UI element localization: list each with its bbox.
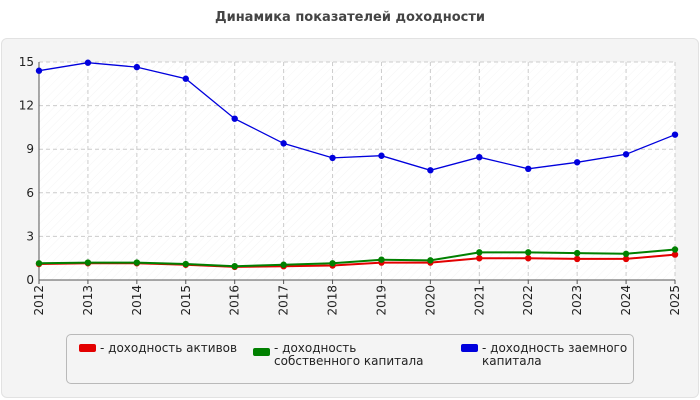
- y-tick-label: 9: [26, 142, 34, 156]
- x-tick-label: 2015: [179, 285, 193, 316]
- series-borrowed-point: [182, 75, 189, 82]
- series-equity-line: [38, 248, 676, 268]
- x-tick-label: 2025: [668, 285, 682, 316]
- series-assets-point: [671, 251, 679, 258]
- y-tick-label: 15: [19, 55, 34, 69]
- series-equity-point: [378, 256, 385, 263]
- x-tick-label: 2018: [326, 285, 340, 316]
- x-tick-label: 2014: [130, 285, 144, 316]
- plot-hatch: [39, 62, 675, 280]
- axes: [38, 62, 676, 284]
- x-tick-label: 2021: [472, 285, 486, 316]
- legend-label-equity: - доходность собственного капитала: [274, 341, 424, 368]
- y-tick-label: 0: [26, 273, 34, 287]
- series-assets-point: [622, 255, 630, 263]
- series-borrowed-point: [427, 167, 434, 174]
- chart-title: Динамика показателей доходности: [215, 10, 485, 25]
- series-equity-point: [622, 250, 630, 258]
- tick-labels: 0 3 6 9 12 15 2012 2013 2014 2015 2016 2017 2018 2019…: [19, 55, 682, 316]
- series-equity-point: [182, 260, 189, 268]
- x-tick-label: 2016: [228, 285, 242, 316]
- y-tick-label: 3: [26, 229, 34, 243]
- series-borrowed-line: [38, 62, 676, 171]
- x-tick-label: 2017: [277, 285, 291, 316]
- series-borrowed-point: [378, 152, 385, 159]
- series-equity-point: [133, 259, 141, 266]
- series-assets-point: [573, 255, 581, 263]
- series-equity-point: [476, 249, 483, 256]
- x-tick-label: 2020: [423, 285, 437, 316]
- series-borrowed-point: [35, 67, 43, 74]
- series-borrowed-point: [84, 59, 92, 66]
- legend: - доходность активов - доходность собств…: [66, 334, 634, 384]
- y-tick-label: 6: [26, 186, 34, 200]
- x-tick-label: 2023: [570, 285, 584, 316]
- series-borrowed-point: [573, 159, 581, 166]
- x-tick-label: 2024: [619, 285, 633, 316]
- series-borrowed-point: [133, 63, 141, 71]
- series-equity-point: [427, 257, 434, 264]
- legend-label-borrowed: - доходность заемного капитала: [482, 341, 628, 368]
- x-tick-label: 2013: [81, 285, 95, 316]
- y-tick-label: 12: [19, 99, 34, 113]
- series-borrowed-point: [525, 165, 532, 173]
- legend-swatch-assets: [79, 344, 96, 352]
- series-equity-point: [84, 259, 92, 266]
- series-assets-point: [476, 255, 483, 262]
- legend-swatch-equity: [253, 348, 270, 356]
- series-borrowed-point: [231, 115, 238, 122]
- series-assets-point: [525, 255, 532, 262]
- series-equity-point: [671, 246, 679, 253]
- legend-swatch-borrowed: [461, 344, 478, 352]
- series-equity-point: [525, 249, 532, 256]
- series-borrowed-point: [671, 131, 679, 138]
- series-borrowed-point: [476, 153, 483, 161]
- series-layer: [35, 59, 679, 271]
- series-borrowed-point: [329, 154, 336, 162]
- series-equity-point: [280, 261, 287, 268]
- x-tick-label: 2022: [521, 285, 535, 316]
- series-equity-point: [231, 262, 238, 270]
- series-equity-point: [329, 260, 336, 267]
- series-borrowed-point: [280, 140, 287, 147]
- legend-label-assets: - доходность активов: [100, 341, 238, 355]
- x-tick-label: 2012: [32, 285, 46, 316]
- x-tick-label: 2019: [374, 285, 388, 316]
- series-equity-point: [573, 249, 581, 257]
- series-equity-point: [35, 260, 43, 267]
- series-borrowed-point: [622, 151, 630, 158]
